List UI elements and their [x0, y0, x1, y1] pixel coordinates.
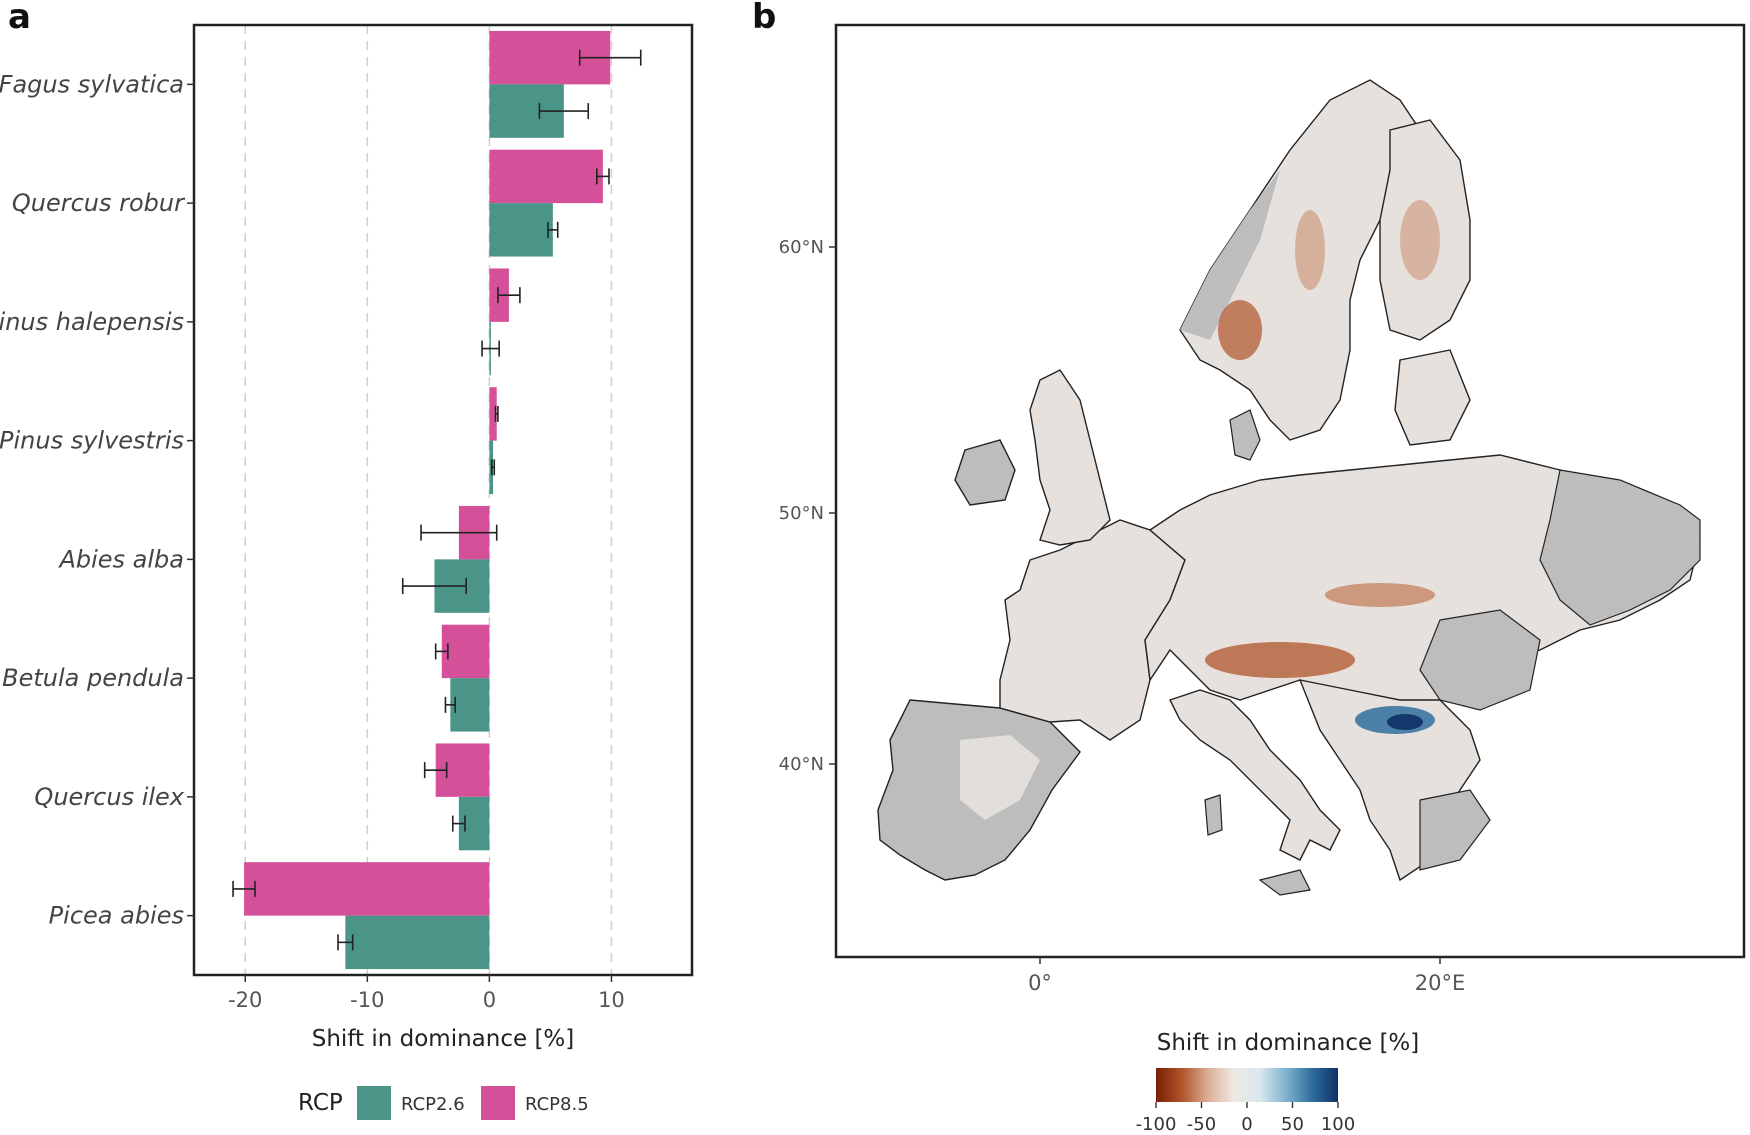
denmark	[1229, 409, 1261, 461]
bar-rcp85	[489, 149, 603, 204]
plot-frame	[192, 23, 694, 977]
greece	[1419, 789, 1491, 871]
lat-tick-40: 40°N	[779, 754, 824, 775]
species-label: Quercus ilex	[34, 783, 184, 811]
species-label: Betula pendula	[2, 664, 184, 692]
lon-tick-20e: 20°E	[1415, 971, 1466, 995]
x-tick-label: -20	[228, 988, 262, 1012]
great-britain	[1029, 369, 1111, 546]
longitude-ticks: 0° 20°E	[1028, 957, 1465, 995]
colorbar-tick-label: 50	[1281, 1114, 1304, 1135]
map-land	[877, 79, 1701, 896]
species-label: Pinus sylvestris	[0, 427, 184, 455]
iberia-interior	[960, 735, 1040, 820]
lat-tick-60: 60°N	[779, 237, 824, 258]
bar-rcp85	[489, 387, 497, 441]
bar-chart-panel: Fagus sylvatica Quercus robur Pinus halepe…	[0, 23, 694, 1120]
sardinia	[1204, 794, 1223, 836]
colorbar-tick-label: -50	[1187, 1114, 1216, 1135]
panel-b-letter: b	[752, 0, 776, 37]
italy	[1169, 689, 1341, 861]
error-bars	[232, 49, 642, 951]
legend-label-rcp26: RCP2.6	[401, 1094, 465, 1115]
colorbar-title: Shift in dominance [%]	[1157, 1030, 1420, 1056]
x-tick-label: -10	[350, 988, 384, 1012]
norway-coast	[1180, 170, 1280, 340]
species-label: Pinus halepensis	[0, 308, 184, 336]
map-panel: 60°N 50°N 40°N 0° 20°E Shift in dominanc…	[779, 23, 1746, 1135]
lon-tick-0: 0°	[1028, 971, 1052, 995]
colorbar-ticks: -100 -50 0 50 100	[1136, 1102, 1355, 1135]
species-labels: Fagus sylvatica Quercus robur Pinus halepe…	[0, 70, 194, 930]
highlight-dinaric-core	[1387, 714, 1423, 730]
eastern-grey	[1539, 469, 1701, 626]
colorbar-tick-label: 0	[1241, 1114, 1252, 1135]
legend-swatch-rcp26	[357, 1086, 391, 1120]
highlight-sweden-mountains	[1295, 210, 1325, 290]
highlight-norway-mountains	[1218, 300, 1262, 360]
x-ticks: -20 -10 0 10	[228, 975, 625, 1012]
ireland	[954, 439, 1016, 506]
bar-rcp26	[489, 203, 553, 257]
species-label: Picea abies	[49, 902, 184, 930]
legend: RCP RCP2.6 RCP8.5	[298, 1086, 589, 1120]
bar-rcp85	[244, 862, 490, 916]
species-label: Fagus sylvatica	[0, 70, 184, 98]
baltics	[1394, 349, 1471, 446]
legend-swatch-rcp85	[481, 1086, 515, 1120]
bar-rcp26	[450, 678, 490, 732]
x-tick-label: 0	[483, 988, 496, 1012]
highlight-finland	[1400, 200, 1440, 280]
balkans-east	[1419, 609, 1541, 711]
species-label: Quercus robur	[12, 189, 186, 217]
bars	[244, 30, 611, 970]
x-tick-label: 10	[598, 988, 625, 1012]
panel-a-letter: a	[8, 0, 31, 37]
sicily	[1258, 869, 1311, 896]
colorbar-ramp	[1156, 1068, 1338, 1102]
bar-rcp85	[441, 624, 490, 679]
colorbar-tick-label: -100	[1136, 1114, 1177, 1135]
species-label: Abies alba	[57, 545, 184, 573]
map-frame	[834, 23, 1746, 959]
legend-title: RCP	[298, 1090, 343, 1116]
highlight-alps	[1205, 642, 1355, 678]
latitude-ticks: 60°N 50°N 40°N	[779, 237, 836, 775]
x-axis-title: Shift in dominance [%]	[312, 1026, 575, 1052]
colorbar-tick-label: 100	[1321, 1114, 1355, 1135]
lat-tick-50: 50°N	[779, 503, 824, 524]
highlight-carpathians	[1325, 583, 1435, 607]
colorbar: Shift in dominance [%] -100 -50 0 50 100	[1136, 1030, 1420, 1135]
legend-label-rcp85: RCP8.5	[525, 1094, 589, 1115]
bar-rcp26	[345, 915, 490, 970]
